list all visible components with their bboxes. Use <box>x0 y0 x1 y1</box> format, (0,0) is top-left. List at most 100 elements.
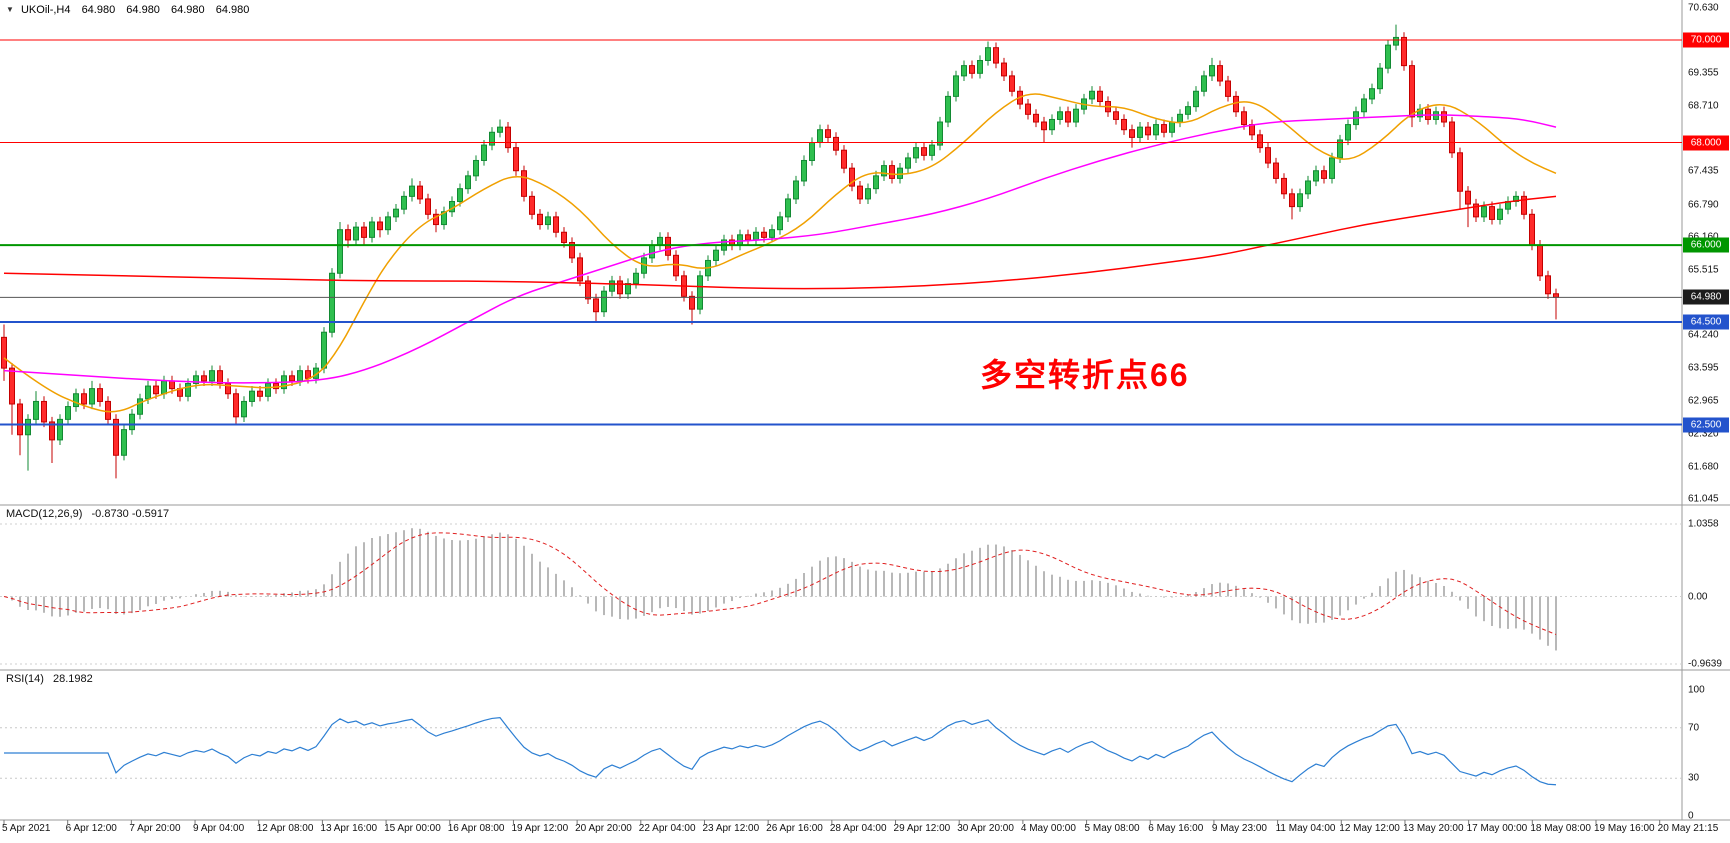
macd-name: MACD(12,26,9) <box>6 508 83 520</box>
candle-body <box>17 403 23 436</box>
candle-body <box>265 382 271 397</box>
candle-body <box>433 213 439 226</box>
candle-body <box>497 126 503 133</box>
candle-body <box>1177 113 1183 123</box>
candle-body <box>1225 80 1231 97</box>
candles-layer[interactable] <box>1 24 1559 479</box>
candle-body <box>249 390 255 402</box>
candle-body <box>441 211 447 226</box>
candle-body <box>833 136 839 151</box>
candle-body <box>465 175 471 190</box>
candle-body <box>377 221 383 231</box>
candle-body <box>353 226 359 241</box>
candle-body <box>169 380 175 390</box>
candle-body <box>1337 139 1343 159</box>
ma-magenta-line <box>3 114 1557 384</box>
candle-body <box>1049 118 1055 131</box>
candle-body <box>473 159 479 177</box>
candle-body <box>921 147 927 156</box>
candle-body <box>297 370 303 382</box>
candle-body <box>857 185 863 200</box>
candle-body <box>793 180 799 200</box>
candle-body <box>1265 147 1271 164</box>
macd-label: MACD(12,26,9) -0.8730 -0.5917 <box>6 508 169 520</box>
candle-body <box>1553 293 1559 298</box>
candle-body <box>897 167 903 179</box>
candle-body <box>89 388 95 405</box>
candle-body <box>625 283 631 295</box>
candle-body <box>1369 88 1375 100</box>
horizontal-lines-layer[interactable] <box>0 39 1682 426</box>
candle-body <box>489 131 495 146</box>
candle-body <box>1289 193 1295 208</box>
candle-body <box>1497 208 1503 220</box>
candle-body <box>121 429 127 456</box>
candle-body <box>73 393 79 408</box>
chart-collapse-icon[interactable]: ▼ <box>6 5 14 14</box>
candle-body <box>1145 126 1151 136</box>
candle-body <box>745 234 751 241</box>
candle-body <box>1041 121 1047 131</box>
candle-body <box>689 295 695 310</box>
candle-body <box>1537 244 1543 277</box>
candle-body <box>401 195 407 210</box>
rsi-line <box>4 717 1557 786</box>
candle-body <box>113 418 119 456</box>
candle-body <box>417 185 423 200</box>
candle-body <box>1241 111 1247 126</box>
candle-body <box>761 231 767 238</box>
candle-body <box>1385 44 1391 69</box>
candle-body <box>977 59 983 74</box>
candle-body <box>985 47 991 61</box>
open-value: 64.980 <box>81 4 116 16</box>
candle-body <box>1489 206 1495 220</box>
candle-body <box>25 418 31 436</box>
chart-annotation[interactable]: 多空转折点66 <box>980 357 1190 393</box>
candle-body <box>1329 157 1335 179</box>
candle-body <box>617 280 623 295</box>
ma-red-line <box>3 195 1557 290</box>
candle-body <box>161 380 167 395</box>
candle-body <box>1001 62 1007 77</box>
candle-body <box>1409 65 1415 118</box>
candle-body <box>65 406 71 420</box>
candle-body <box>1465 190 1471 205</box>
candle-body <box>1025 103 1031 115</box>
candle-body <box>713 249 719 261</box>
candle-body <box>1137 126 1143 138</box>
candle-body <box>593 298 599 313</box>
candle-body <box>1313 170 1319 182</box>
rsi-label: RSI(14) 28.1982 <box>6 673 93 685</box>
candle-body <box>737 234 743 246</box>
candle-body <box>609 280 615 292</box>
candle-body <box>649 244 655 259</box>
candle-body <box>369 221 375 238</box>
candle-body <box>9 367 15 405</box>
candle-body <box>1521 195 1527 215</box>
candle-body <box>577 257 583 282</box>
candle-body <box>305 370 311 379</box>
candle-body <box>385 216 391 231</box>
candle-body <box>1217 65 1223 82</box>
candle-body <box>969 65 975 74</box>
candle-body <box>257 390 263 397</box>
candle-body <box>153 385 159 395</box>
candle-body <box>201 375 207 382</box>
candle-body <box>457 188 463 202</box>
candle-body <box>561 231 567 244</box>
candle-body <box>97 388 103 402</box>
candle-body <box>785 198 791 218</box>
candle-body <box>585 280 591 300</box>
low-value: 64.980 <box>171 4 205 16</box>
candle-body <box>1153 124 1159 136</box>
candle-body <box>1345 124 1351 141</box>
candle-body <box>321 331 327 369</box>
candle-body <box>673 254 679 277</box>
candle-body <box>1089 90 1095 100</box>
symbol-period-label: UKOil-,H4 <box>20 4 71 16</box>
candle-body <box>913 147 919 159</box>
candle-body <box>209 370 215 382</box>
candle-body <box>1201 75 1207 92</box>
candle-body <box>361 226 367 238</box>
